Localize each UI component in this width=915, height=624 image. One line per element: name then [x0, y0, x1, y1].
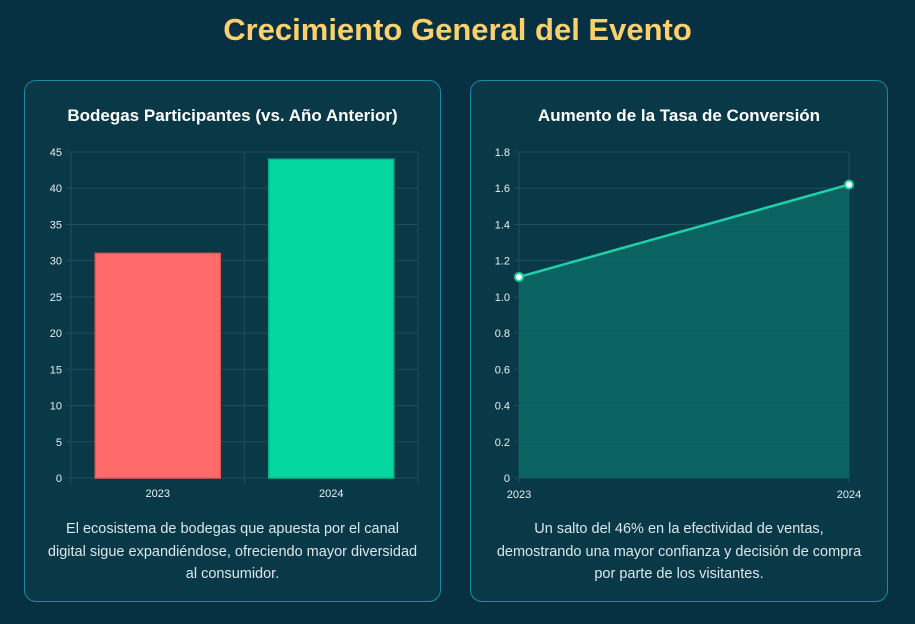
caption-wineries: El ecosistema de bodegas que apuesta por…	[47, 521, 418, 582]
area-fill	[519, 184, 849, 478]
y-tick-label: 1.6	[495, 183, 510, 195]
y-tick-label: 1.8	[495, 147, 510, 159]
card-conversion: Aumento de la Tasa de Conversión 0 0.2 0.4…	[470, 80, 888, 602]
y-tick-label: 1.4	[495, 219, 510, 231]
y-tick-label: 35	[50, 219, 62, 231]
y-tick-label: 0	[504, 473, 510, 485]
bar-chart: 0 5 10 15 20 25 30 35 40 45 2023 2024	[50, 147, 419, 500]
x-tick-label: 2024	[319, 488, 343, 500]
area-chart: 0 0.2 0.4 0.6 0.8 1.0 1.2 1.4 1.6 1.8 2023 2024	[495, 147, 862, 501]
data-point-2023	[514, 271, 524, 282]
x-tick-label: 2023	[507, 489, 531, 501]
caption-conversion: Un salto del 46% en la efectividad de ve…	[496, 521, 862, 582]
y-tick-label: 10	[50, 401, 62, 413]
chart-title-wineries: Bodegas Participantes (vs. Año Anterior)	[67, 106, 398, 125]
y-tick-label: 5	[56, 437, 62, 449]
y-tick-label: 0.4	[495, 401, 510, 413]
card-wineries: Bodegas Participantes (vs. Año Anterior)…	[24, 80, 441, 602]
y-tick-label: 0.8	[495, 328, 510, 340]
series-line	[518, 183, 850, 279]
y-tick-label: 0.6	[495, 364, 510, 376]
bar-2024	[268, 158, 395, 479]
chart-title-conversion: Aumento de la Tasa de Conversión	[537, 106, 821, 125]
y-tick-label: 15	[50, 364, 62, 376]
y-tick-label: 0	[56, 473, 62, 485]
y-tick-label: 0.2	[495, 437, 510, 449]
y-tick-label: 25	[50, 292, 62, 304]
x-tick-label: 2024	[837, 489, 861, 501]
y-tick-label: 45	[50, 147, 62, 159]
x-tick-label: 2023	[146, 488, 170, 500]
page-title: Crecimiento General del Evento	[223, 12, 692, 47]
y-tick-label: 30	[50, 256, 62, 268]
y-tick-label: 20	[50, 328, 62, 340]
data-point-2024	[844, 179, 854, 190]
bar-2023	[94, 252, 221, 479]
y-tick-label: 1.2	[495, 256, 510, 268]
y-tick-label: 1.0	[495, 292, 510, 304]
y-tick-label: 40	[50, 183, 62, 195]
